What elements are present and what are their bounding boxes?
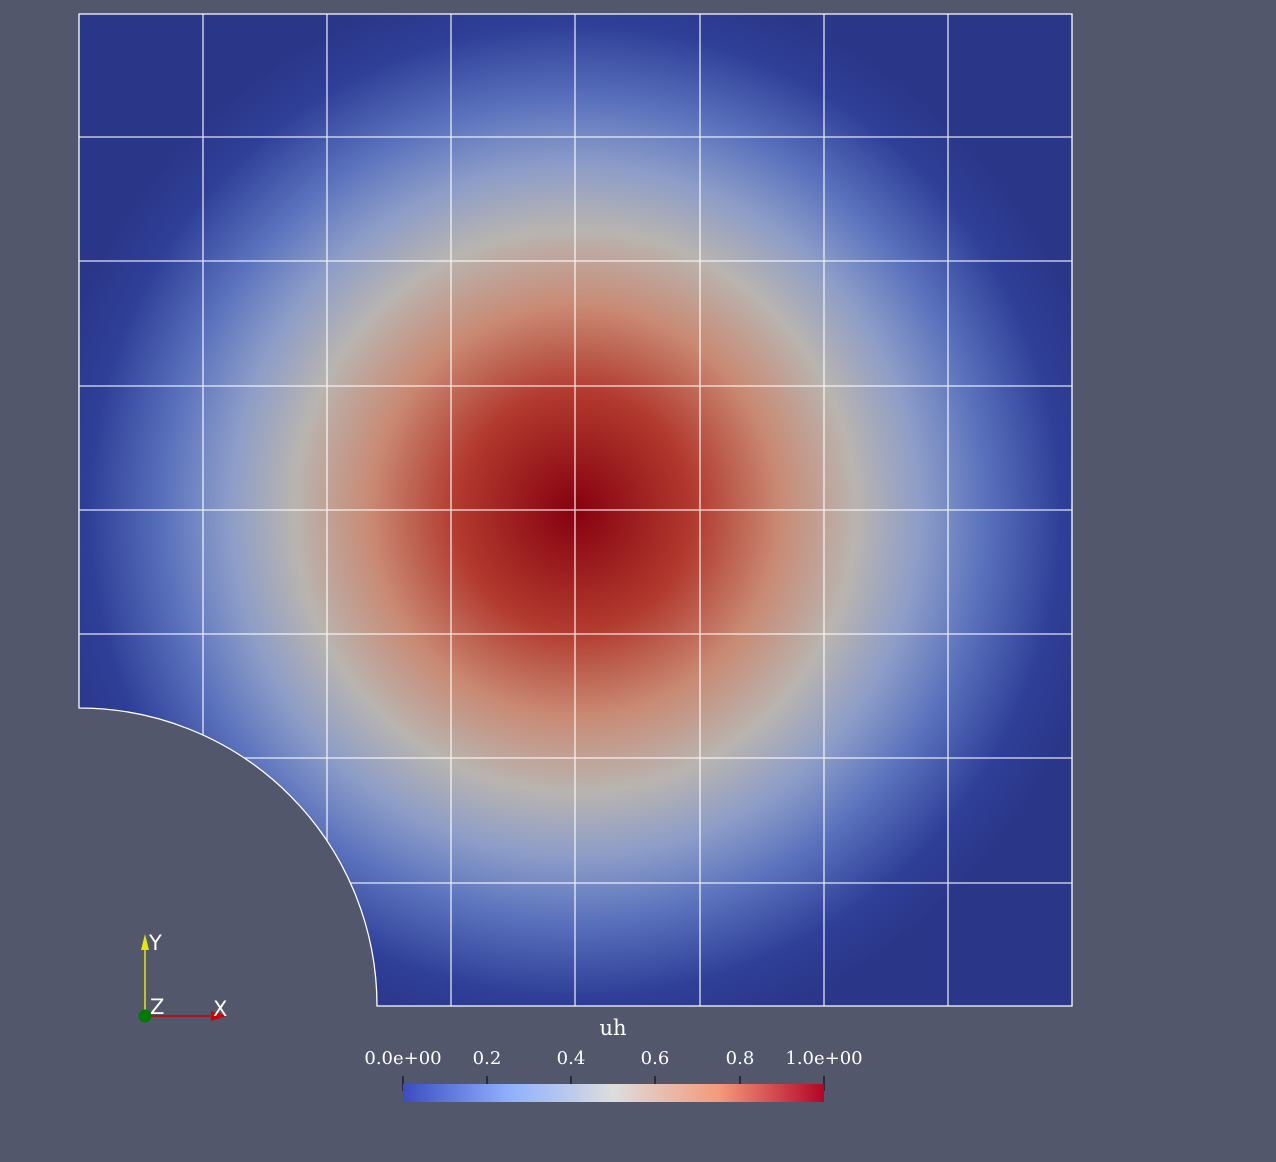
x-axis-arrow-icon (211, 1011, 227, 1021)
colorbar-tick-label: 0.2 (472, 1048, 502, 1069)
colorbar-tick-label: 0.6 (640, 1048, 670, 1069)
colorbar-title: uh (599, 1016, 627, 1040)
colorbar-tick-label: 0.0e+00 (364, 1048, 442, 1069)
axes-triad (138, 934, 227, 1023)
colorbar-tick-label: 0.8 (725, 1048, 755, 1069)
x-axis-label: X (213, 997, 228, 1021)
colorbar-tick-label: 1.0e+00 (785, 1048, 863, 1069)
y-axis-arrow-icon (141, 934, 149, 950)
colorbar-tick-label: 0.4 (556, 1048, 586, 1069)
z-axis-label: Z (150, 995, 165, 1019)
y-axis-label: Y (149, 931, 162, 955)
z-axis-dot-icon (138, 1009, 152, 1023)
domain-outline (78, 13, 1073, 1007)
colorbar-gradient (403, 1084, 824, 1102)
